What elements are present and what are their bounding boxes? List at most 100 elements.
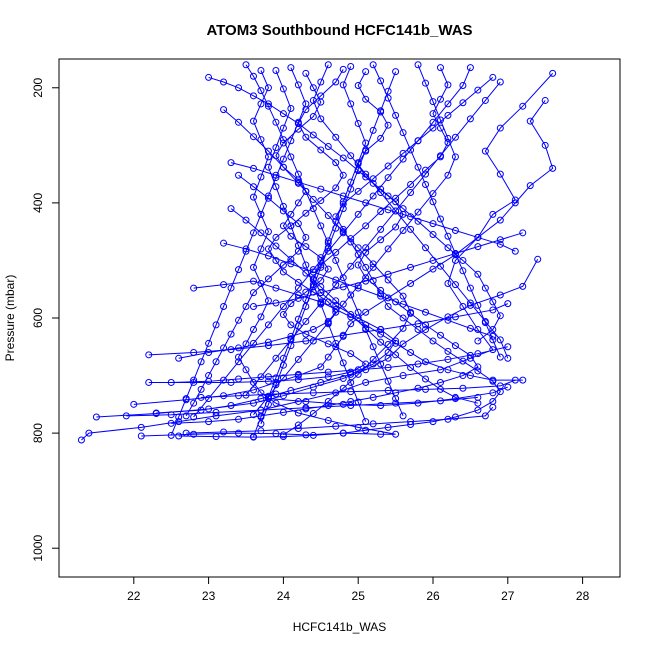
data-point xyxy=(339,300,347,308)
data-point xyxy=(235,118,243,126)
data-point xyxy=(369,263,377,271)
data-point xyxy=(384,363,392,371)
data-point xyxy=(422,358,430,366)
data-point xyxy=(377,330,385,338)
data-point xyxy=(504,343,512,351)
y-axis: 200 400 600 800 1000 xyxy=(31,77,60,562)
data-point xyxy=(122,412,130,420)
data-point xyxy=(339,400,347,408)
data-point xyxy=(317,222,325,230)
series-line xyxy=(171,346,508,383)
data-point xyxy=(541,96,549,104)
data-point xyxy=(489,336,497,344)
data-point xyxy=(317,378,325,386)
data-point xyxy=(459,357,467,365)
data-point xyxy=(257,229,265,237)
series-2 xyxy=(130,96,557,408)
data-point xyxy=(279,207,287,215)
data-point xyxy=(235,84,243,92)
data-point xyxy=(362,68,370,76)
data-point xyxy=(227,401,235,409)
data-point xyxy=(466,284,474,292)
data-point xyxy=(459,256,467,264)
data-point xyxy=(317,289,325,297)
data-point xyxy=(444,134,452,142)
data-point xyxy=(362,222,370,230)
data-point xyxy=(332,297,340,305)
series-14 xyxy=(167,343,512,386)
data-point xyxy=(496,336,504,344)
data-point xyxy=(407,279,415,287)
data-point xyxy=(272,183,280,191)
data-point xyxy=(339,154,347,162)
data-point xyxy=(369,355,377,363)
data-point xyxy=(496,170,504,178)
data-point xyxy=(317,115,325,123)
data-point xyxy=(339,359,347,367)
series-17 xyxy=(167,64,310,439)
data-point xyxy=(249,302,257,310)
data-point xyxy=(302,431,310,439)
data-point xyxy=(362,308,370,316)
data-point xyxy=(422,180,430,188)
data-point xyxy=(309,84,317,92)
data-point xyxy=(279,202,287,210)
data-point xyxy=(451,133,459,141)
data-point xyxy=(466,324,474,332)
data-point xyxy=(347,368,355,376)
data-point xyxy=(220,78,228,86)
data-point xyxy=(436,331,444,339)
data-point xyxy=(249,117,257,125)
data-point xyxy=(257,373,265,381)
y-tick-label: 400 xyxy=(31,193,45,213)
data-point xyxy=(309,389,317,397)
data-point xyxy=(474,406,482,414)
data-point xyxy=(392,351,400,359)
data-point xyxy=(362,378,370,386)
series-24 xyxy=(264,67,370,426)
data-point xyxy=(377,338,385,346)
data-point xyxy=(279,155,287,163)
plot-frame xyxy=(58,58,621,578)
data-point xyxy=(496,236,504,244)
series-30 xyxy=(249,229,527,310)
data-point xyxy=(324,353,332,361)
data-point xyxy=(459,384,467,392)
data-point xyxy=(407,349,415,357)
data-point xyxy=(362,277,370,285)
series-line xyxy=(178,77,501,438)
data-point xyxy=(496,216,504,224)
data-point xyxy=(324,265,332,273)
data-point xyxy=(317,299,325,307)
data-point xyxy=(339,65,347,73)
data-point xyxy=(279,85,287,93)
data-point xyxy=(362,95,370,103)
data-point xyxy=(384,377,392,385)
series-16 xyxy=(242,61,407,420)
data-point xyxy=(451,227,459,235)
data-point xyxy=(264,321,272,329)
data-point xyxy=(272,233,280,241)
data-point xyxy=(444,100,452,108)
data-point xyxy=(264,275,272,283)
data-point xyxy=(85,429,93,437)
data-point xyxy=(287,335,295,343)
series-line xyxy=(141,70,396,437)
data-point xyxy=(235,375,243,383)
data-point xyxy=(354,284,362,292)
data-point xyxy=(272,284,280,292)
series-26 xyxy=(242,78,504,399)
data-point xyxy=(332,422,340,430)
data-point xyxy=(377,225,385,233)
data-point xyxy=(362,326,370,334)
data-point xyxy=(384,87,392,95)
data-point xyxy=(504,300,512,308)
data-point xyxy=(317,256,325,264)
data-point xyxy=(392,223,400,231)
data-point xyxy=(369,360,377,368)
data-point xyxy=(257,406,265,414)
data-point xyxy=(294,376,302,384)
data-point xyxy=(249,164,257,172)
data-point xyxy=(347,401,355,409)
